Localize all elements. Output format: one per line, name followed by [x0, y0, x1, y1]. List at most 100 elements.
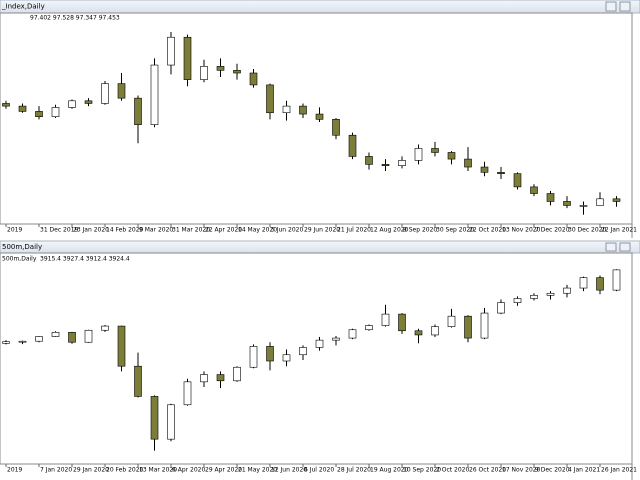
maximize-button[interactable]	[619, 242, 631, 252]
candle-body	[167, 36, 175, 66]
candle-body	[150, 396, 159, 440]
candle-body	[315, 113, 324, 120]
candle-body	[612, 198, 621, 202]
candle-body	[282, 105, 291, 114]
candle-body	[200, 66, 208, 80]
x-tick-label: 31 Dec 2019	[40, 227, 79, 234]
candle-body	[447, 152, 456, 160]
candle-body	[266, 84, 274, 114]
candle-body	[612, 269, 621, 291]
candle-body	[398, 313, 406, 332]
window-title: 500m,Daily	[2, 243, 42, 251]
candle-body	[18, 105, 27, 112]
x-tick-label: 30 Sep 2020	[436, 227, 474, 234]
candle-body	[579, 277, 588, 289]
x-tick-label: 29 Jan 2020	[73, 467, 109, 474]
candle-body	[233, 70, 241, 74]
candle-body	[18, 340, 27, 343]
candle-body	[431, 148, 439, 153]
candle-body	[216, 66, 225, 71]
x-tick-label: 28 Jul 2020	[337, 467, 371, 474]
candle-body	[84, 100, 93, 104]
candle-body	[365, 325, 373, 331]
candle-body	[299, 347, 307, 356]
candle-body	[513, 298, 522, 303]
candle-body	[51, 107, 60, 118]
x-tick-label: 8 Sep 2020	[403, 227, 437, 234]
candle-body	[513, 173, 522, 188]
x-tick-label: 21 May 2020	[238, 467, 277, 474]
candle-body	[249, 72, 258, 86]
chart-header: 97.402 97.528 97.347 97.453	[30, 15, 120, 22]
candle-body	[134, 97, 142, 125]
x-tick-label: 26 Oct 2020	[469, 467, 506, 474]
candle-body	[167, 404, 175, 440]
candle-body	[579, 205, 588, 207]
x-tick-label: 7 Dec 2020	[535, 227, 570, 234]
x-tick-label: 6 Apr 2020	[172, 467, 205, 474]
candle-body	[2, 341, 10, 344]
candle-body	[480, 312, 489, 339]
candle-body	[101, 325, 109, 331]
candle-body	[35, 111, 43, 118]
candle-body	[447, 315, 456, 327]
x-tick-label: 30 Dec 2020	[568, 227, 607, 234]
x-tick-label: 26 Jan 2021	[601, 467, 637, 474]
candle-body	[546, 292, 555, 296]
x-tick-label: 14 May 2020	[238, 227, 277, 234]
candle-body	[134, 365, 142, 397]
candle-body	[398, 160, 406, 167]
candle-body	[200, 374, 208, 383]
x-tick-label: 12 Jun 2020	[271, 467, 307, 474]
candle-body	[530, 186, 538, 194]
x-tick-label: 23 Jan 2020	[73, 227, 109, 234]
x-tick-label: 10 Sep 2020	[403, 467, 441, 474]
candle-body	[315, 339, 324, 348]
x-tick-label: 22 Jan 2021	[601, 227, 637, 234]
candle-body	[183, 36, 192, 80]
window-titlebar[interactable]	[0, 0, 640, 14]
candle-body	[348, 134, 357, 157]
candle-body	[35, 336, 43, 342]
window-titlebar[interactable]	[0, 240, 640, 254]
chart-header-title: 500m,Daily	[2, 256, 37, 263]
candle-body	[117, 325, 126, 367]
x-tick-label: 6 Jul 2020	[304, 467, 334, 474]
x-tick-label: 29 Apr 2020	[205, 467, 242, 474]
minimize-button[interactable]	[605, 1, 617, 12]
candle-body	[546, 193, 555, 202]
minimize-button[interactable]	[605, 242, 617, 252]
candle-body	[299, 105, 307, 115]
candle-body	[414, 330, 423, 336]
candle-body	[101, 83, 109, 104]
candle-body	[68, 332, 76, 343]
x-tick-label: 29 Jun 2020	[304, 227, 340, 234]
candle-body	[68, 100, 76, 108]
plot-area[interactable]	[0, 252, 633, 465]
candle-body	[216, 374, 225, 382]
candle-body	[249, 346, 258, 368]
candle-body	[183, 381, 192, 406]
x-tick-label: 22 Apr 2020	[205, 227, 242, 234]
candle-body	[266, 346, 274, 362]
candle-body	[51, 332, 60, 337]
candle-body	[348, 329, 357, 339]
x-tick-label: 2 Oct 2020	[436, 467, 469, 474]
candle-body	[282, 354, 291, 362]
candle-body	[497, 302, 505, 314]
x-tick-label: 4 Jan 2021	[568, 467, 600, 474]
candle-body	[365, 156, 373, 165]
chart-header: 3915.4 3927.4 3912.4 3924.4	[40, 256, 130, 263]
x-tick-label: 2019	[7, 227, 22, 234]
candle-body	[530, 295, 538, 299]
x-tick-label: 7 Jan 2020	[40, 467, 72, 474]
candle-body	[464, 158, 472, 168]
x-tick-label: 19 Aug 2020	[370, 467, 409, 474]
x-tick-label: 2019	[7, 467, 22, 474]
candle-body	[480, 166, 489, 173]
maximize-button[interactable]	[619, 1, 631, 12]
candle-body	[233, 366, 241, 382]
candle-body	[381, 313, 390, 326]
candle-body	[596, 277, 604, 291]
